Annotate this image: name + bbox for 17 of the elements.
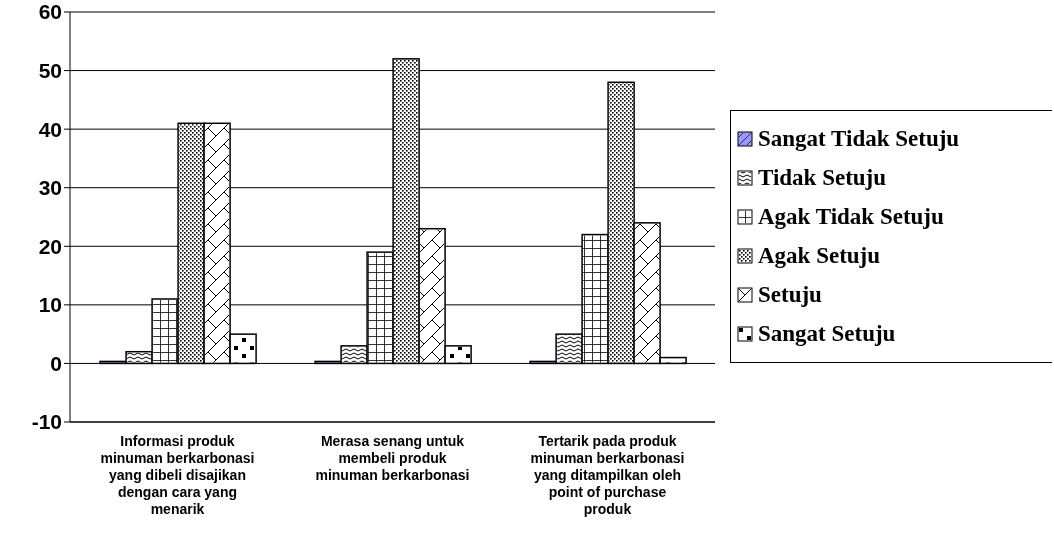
- y-tick-label: -10: [31, 410, 62, 434]
- legend-label: Agak Tidak Setuju: [758, 203, 944, 230]
- x-tick-label: Merasa senang untuk membeli produk minuman berkarbonasi: [315, 433, 470, 483]
- y-tick-label: 40: [38, 117, 62, 141]
- legend-label: Sangat Tidak Setuju: [758, 125, 960, 152]
- x-tick-label: Tertarik pada produk minuman berkarbonasi yang ditampilkan oleh point of purchase produk: [530, 433, 685, 517]
- y-tick-label: 0: [50, 351, 62, 375]
- legend-label: Tidak Setuju: [758, 164, 887, 191]
- y-tick-label: 20: [38, 234, 62, 258]
- y-tick-label: 30: [38, 176, 62, 200]
- legend-label: Setuju: [758, 281, 822, 308]
- legend-label: Agak Setuju: [758, 242, 881, 269]
- y-tick-label: 50: [38, 59, 62, 83]
- y-tick-label: 10: [38, 293, 62, 317]
- x-tick-label: Informasi produk minuman berkarbonasi yang dibeli disajikan dengan cara yang menarik: [100, 433, 255, 517]
- legend-label: Sangat Setuju: [758, 320, 896, 347]
- y-tick-label: 60: [38, 0, 62, 24]
